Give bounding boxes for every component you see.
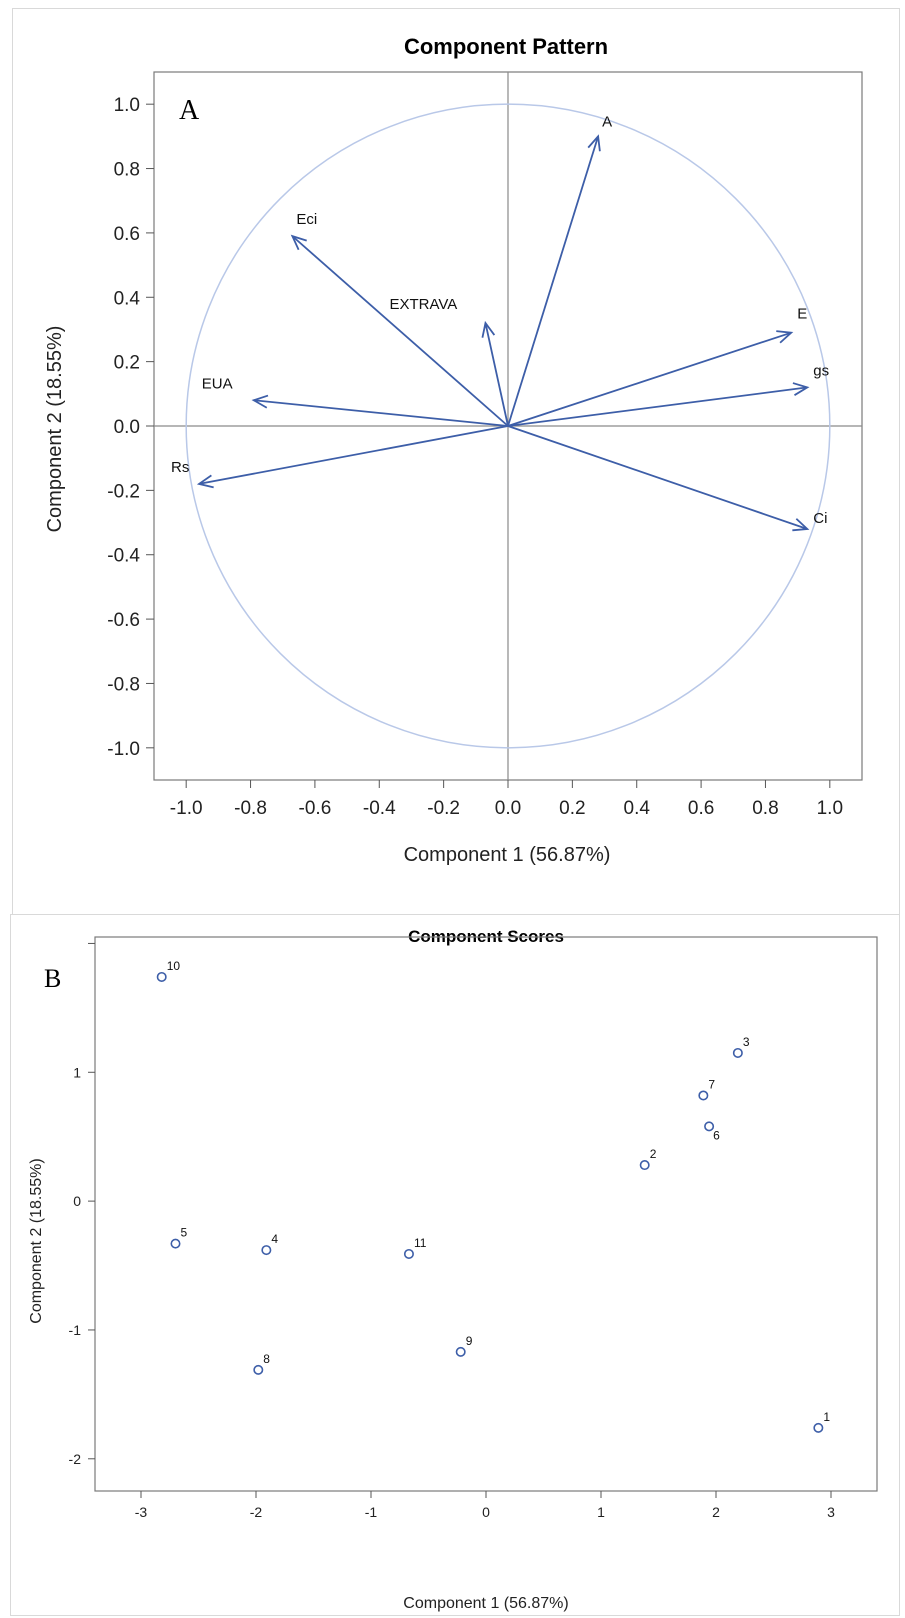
y-tick-label: 0: [73, 1193, 81, 1209]
point-label: 5: [181, 1226, 188, 1240]
score-point: [403, 1248, 414, 1259]
vector-label: E: [797, 306, 807, 323]
vector-arrowhead: [792, 382, 810, 396]
x-tick-label: 3: [827, 1504, 835, 1520]
point-label: 9: [466, 1334, 473, 1348]
score-point: [732, 1047, 743, 1058]
point-label: 4: [271, 1232, 278, 1246]
vector-label: Eci: [296, 211, 317, 228]
x-tick-label: -1: [365, 1504, 378, 1520]
loading-vector: [507, 136, 599, 427]
point-label: 10: [167, 959, 181, 973]
x-tick-label: -2: [250, 1504, 263, 1520]
x-tick-label: 0.2: [559, 798, 585, 819]
score-point: [156, 971, 167, 982]
score-point: [813, 1422, 824, 1433]
vector-arrowhead: [776, 330, 794, 344]
y-tick-label: -0.2: [107, 481, 140, 502]
y-tick-label: 0.4: [114, 288, 141, 309]
loading-vector: [507, 425, 808, 530]
x-tick-label: -0.6: [299, 798, 332, 819]
vector-label: EXTRAVA: [389, 296, 457, 313]
x-axis-label: Component 1 (56.87%): [403, 1595, 568, 1612]
y-tick-label: -0.4: [107, 546, 140, 567]
x-tick-label: 0.4: [624, 798, 651, 819]
point-label: 11: [414, 1236, 427, 1250]
x-tick-label: 0: [482, 1504, 490, 1520]
component-pattern-chart: Component Pattern A Component 1 (56.87%)…: [44, 34, 863, 866]
x-tick-label: -0.4: [363, 798, 396, 819]
y-tick-label: -0.6: [107, 610, 140, 631]
loading-vector: [253, 399, 509, 427]
x-tick-label: 2: [712, 1504, 720, 1520]
component-scores-panel: Component Scores B Component 1 (56.87%) …: [10, 914, 900, 1616]
point-label: 6: [713, 1128, 720, 1142]
y-tick-label: 1: [73, 1064, 81, 1080]
vector-arrowhead: [196, 474, 214, 489]
x-tick-label: 1.0: [817, 798, 843, 819]
y-tick-label: -2: [69, 1451, 82, 1467]
x-tick-label: -0.8: [234, 798, 267, 819]
x-tick-label: 0.0: [495, 798, 521, 819]
loading-vector: [198, 425, 509, 485]
y-tick-label: 0.0: [114, 417, 140, 438]
score-point: [261, 1245, 272, 1256]
loading-vector: [484, 322, 509, 427]
vector-label: Rs: [171, 459, 189, 476]
score-point: [639, 1160, 650, 1171]
x-tick-label: 0.6: [688, 798, 714, 819]
point-label: 8: [263, 1352, 270, 1366]
vector-label: gs: [813, 362, 829, 379]
y-tick-label: 0.8: [114, 160, 140, 181]
point-label: 7: [708, 1077, 715, 1091]
chart-title: Component Pattern: [404, 34, 608, 59]
y-tick-label: 1.0: [114, 95, 140, 116]
x-tick-label: -1.0: [170, 798, 203, 819]
y-tick-label: -1: [69, 1322, 82, 1338]
point-label: 3: [743, 1035, 750, 1049]
vector-arrowhead: [481, 320, 496, 338]
vector-arrowhead: [290, 234, 307, 251]
x-tick-label: -3: [135, 1504, 148, 1520]
y-tick-label: -0.8: [107, 674, 140, 695]
score-point: [704, 1121, 715, 1132]
loading-vector: [507, 386, 808, 427]
vector-label: Ci: [813, 510, 827, 527]
score-point: [170, 1238, 181, 1249]
y-axis-label: Component 2 (18.55%): [44, 326, 66, 533]
panel-label: B: [44, 964, 61, 993]
loading-vector: [291, 235, 509, 427]
x-tick-label: 0.8: [752, 798, 778, 819]
vector-label: EUA: [202, 375, 233, 392]
y-tick-label: 0.6: [114, 224, 140, 245]
unit-circle: [185, 103, 831, 749]
y-tick-label: 0.2: [114, 353, 140, 374]
point-label: 1: [823, 1410, 830, 1424]
y-axis-label: Component 2 (18.55%): [28, 1158, 45, 1323]
vector-arrowhead: [587, 134, 601, 152]
score-point: [253, 1364, 264, 1375]
x-tick-label: -0.2: [427, 798, 460, 819]
score-point: [698, 1090, 709, 1101]
loading-vector: [507, 331, 792, 427]
y-tick-label: -1.0: [107, 739, 140, 760]
panel-label: A: [179, 95, 200, 126]
component-pattern-panel: Component Pattern A Component 1 (56.87%)…: [12, 8, 900, 916]
score-point: [455, 1346, 466, 1357]
x-axis-label: Component 1 (56.87%): [404, 844, 611, 866]
plot-frame: [94, 936, 878, 1492]
point-label: 2: [650, 1147, 657, 1161]
vector-arrowhead: [251, 394, 269, 409]
component-scores-chart: Component Scores B Component 1 (56.87%) …: [28, 927, 878, 1612]
vector-label: A: [602, 113, 612, 130]
x-tick-label: 1: [597, 1504, 605, 1520]
vector-arrowhead: [792, 518, 810, 532]
